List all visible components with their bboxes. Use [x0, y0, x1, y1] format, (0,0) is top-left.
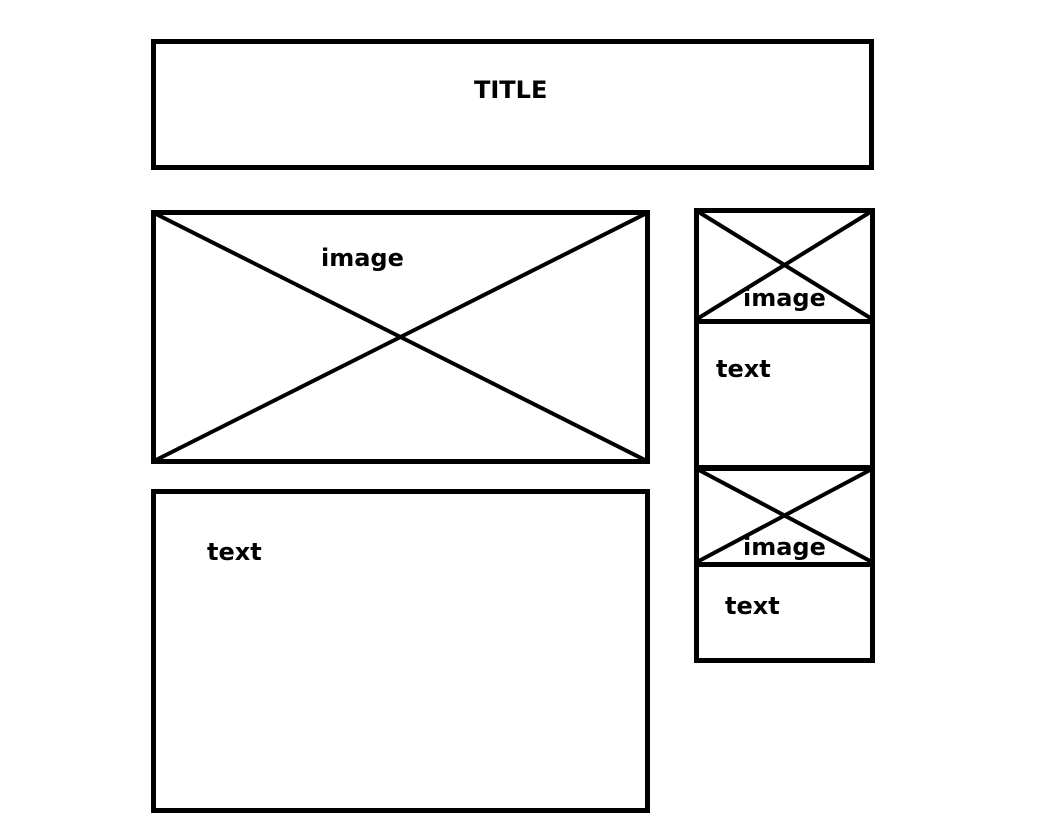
side-card-2-image-label: image	[743, 533, 826, 561]
main-text-label: text	[207, 538, 262, 566]
side-card-1-diagonal-2	[695, 209, 874, 321]
side-card-2-diagonal-2	[696, 467, 873, 564]
side-card-2-text-label: text	[725, 592, 780, 620]
title-box	[151, 39, 874, 170]
main-text-box	[151, 489, 650, 813]
side-card-2-image-cross	[696, 467, 873, 564]
side-card-1-image-label: image	[743, 284, 826, 312]
main-image-placeholder	[151, 210, 650, 464]
main-image-diagonal-2	[153, 211, 648, 463]
side-card-1-divider	[694, 319, 875, 324]
side-card-2-divider	[694, 562, 875, 567]
side-card-1-text-label: text	[716, 355, 771, 383]
title-label: TITLE	[474, 76, 548, 104]
main-image-cross	[153, 211, 648, 463]
side-card-1-image-cross	[695, 209, 874, 321]
main-image-label: image	[321, 244, 404, 272]
